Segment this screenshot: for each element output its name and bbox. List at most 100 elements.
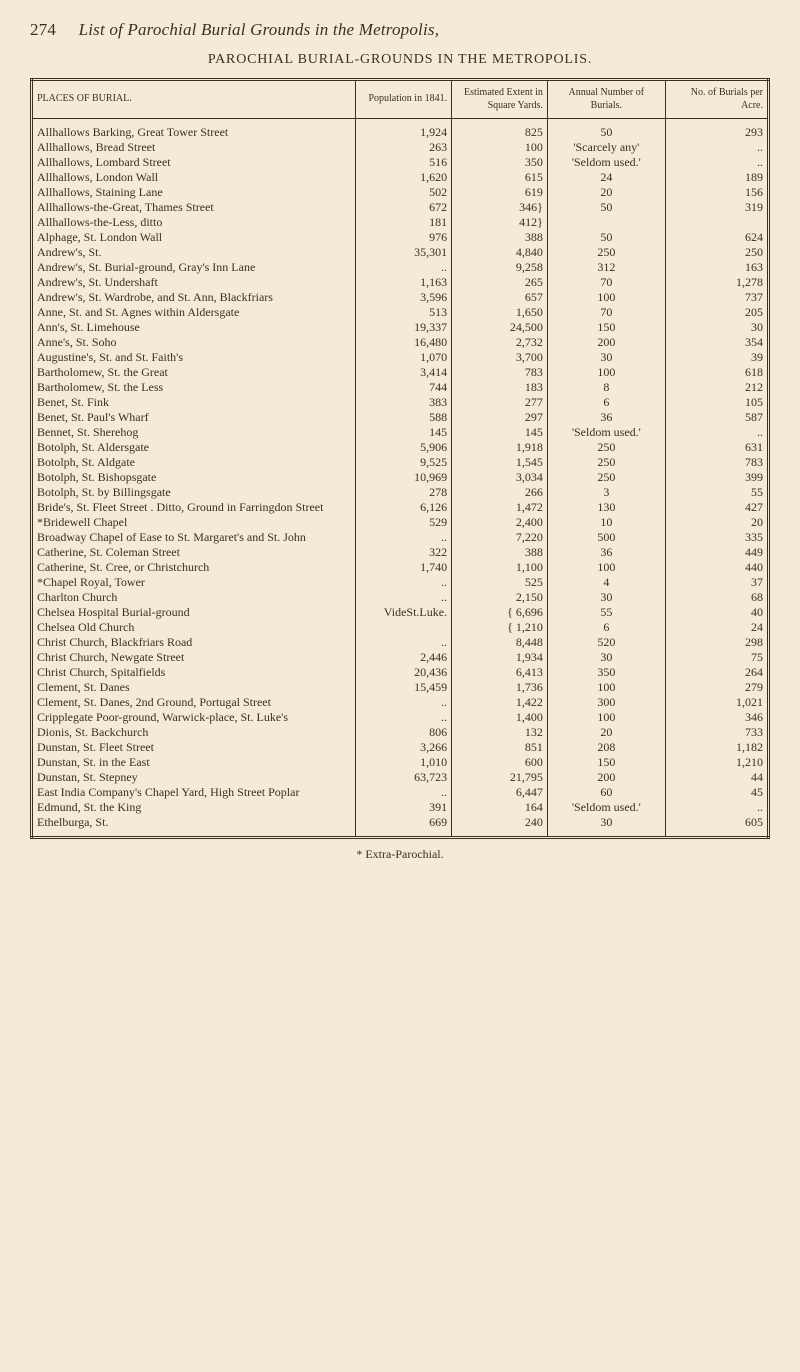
cell-peracre: 1,182 — [665, 740, 768, 755]
cell-extent: { 1,210 — [452, 620, 548, 635]
cell-place: Bennet, St. Sherehog — [32, 425, 356, 440]
cell-annual: 'Seldom used.' — [547, 800, 665, 815]
cell-peracre: 24 — [665, 620, 768, 635]
cell-place: Dunstan, St. Stepney — [32, 770, 356, 785]
cell-extent: 297 — [452, 410, 548, 425]
cell-annual: 30 — [547, 590, 665, 605]
cell-population: 3,596 — [356, 290, 452, 305]
cell-extent: 100 — [452, 140, 548, 155]
cell-place: Botolph, St. Aldersgate — [32, 440, 356, 455]
cell-annual: 36 — [547, 545, 665, 560]
cell-population: 588 — [356, 410, 452, 425]
cell-population: 15,459 — [356, 680, 452, 695]
cell-annual: 8 — [547, 380, 665, 395]
table-row: Bartholomew, St. the Great3,414783100618 — [32, 365, 769, 380]
cell-extent: 1,545 — [452, 455, 548, 470]
cell-place: Andrew's, St. Wardrobe, and St. Ann, Bla… — [32, 290, 356, 305]
cell-place: Cripplegate Poor-ground, Warwick-place, … — [32, 710, 356, 725]
table-row: Allhallows-the-Great, Thames Street67234… — [32, 200, 769, 215]
cell-peracre: 427 — [665, 500, 768, 515]
table-row: Augustine's, St. and St. Faith's1,0703,7… — [32, 350, 769, 365]
table-row: Dunstan, St. Stepney63,72321,79520044 — [32, 770, 769, 785]
cell-extent: 24,500 — [452, 320, 548, 335]
cell-population: 16,480 — [356, 335, 452, 350]
cell-annual: 150 — [547, 755, 665, 770]
cell-place: Edmund, St. the King — [32, 800, 356, 815]
cell-annual: 500 — [547, 530, 665, 545]
cell-annual: 60 — [547, 785, 665, 800]
cell-peracre: 1,278 — [665, 275, 768, 290]
cell-population: .. — [356, 590, 452, 605]
cell-place: Ethelburga, St. — [32, 815, 356, 838]
cell-annual: 'Seldom used.' — [547, 425, 665, 440]
cell-place: Andrew's, St. Burial-ground, Gray's Inn … — [32, 260, 356, 275]
cell-peracre: 68 — [665, 590, 768, 605]
cell-place: Clement, St. Danes — [32, 680, 356, 695]
cell-population: 6,126 — [356, 500, 452, 515]
cell-population: 1,740 — [356, 560, 452, 575]
cell-annual: 250 — [547, 440, 665, 455]
table-row: Allhallows-the-Less, ditto181412} — [32, 215, 769, 230]
cell-population: .. — [356, 530, 452, 545]
cell-extent: 619 — [452, 185, 548, 200]
table-row: Benet, St. Fink3832776105 — [32, 395, 769, 410]
cell-population: 278 — [356, 485, 452, 500]
cell-annual: 130 — [547, 500, 665, 515]
cell-annual: 50 — [547, 200, 665, 215]
cell-place: Bride's, St. Fleet Street . Ditto, Groun… — [32, 500, 356, 515]
cell-peracre: 37 — [665, 575, 768, 590]
cell-annual: 6 — [547, 395, 665, 410]
cell-population: .. — [356, 695, 452, 710]
cell-extent: 265 — [452, 275, 548, 290]
cell-annual: 150 — [547, 320, 665, 335]
cell-extent: { 6,696 — [452, 605, 548, 620]
table-row: Broadway Chapel of Ease to St. Margaret'… — [32, 530, 769, 545]
cell-population: 806 — [356, 725, 452, 740]
cell-extent: 164 — [452, 800, 548, 815]
cell-population: 513 — [356, 305, 452, 320]
cell-peracre: 44 — [665, 770, 768, 785]
cell-extent: 132 — [452, 725, 548, 740]
page-number: 274 — [30, 20, 56, 39]
cell-place: Allhallows-the-Less, ditto — [32, 215, 356, 230]
cell-annual: 30 — [547, 650, 665, 665]
cell-population: 1,010 — [356, 755, 452, 770]
cell-place: Anne, St. and St. Agnes within Aldersgat… — [32, 305, 356, 320]
cell-peracre: 212 — [665, 380, 768, 395]
cell-extent: 3,700 — [452, 350, 548, 365]
cell-extent: 600 — [452, 755, 548, 770]
table-row: East India Company's Chapel Yard, High S… — [32, 785, 769, 800]
running-head-text: List of Parochial Burial Grounds in the … — [79, 20, 440, 39]
cell-population: 391 — [356, 800, 452, 815]
cell-peracre: 75 — [665, 650, 768, 665]
table-header-row: PLACES OF BURIAL. Population in 1841. Es… — [32, 80, 769, 119]
cell-extent: 145 — [452, 425, 548, 440]
cell-place: Benet, St. Paul's Wharf — [32, 410, 356, 425]
cell-extent: 183 — [452, 380, 548, 395]
cell-extent: 6,447 — [452, 785, 548, 800]
cell-place: Allhallows Barking, Great Tower Street — [32, 119, 356, 141]
cell-population: 1,620 — [356, 170, 452, 185]
cell-population: 181 — [356, 215, 452, 230]
cell-extent: 525 — [452, 575, 548, 590]
cell-extent: 1,918 — [452, 440, 548, 455]
cell-population: .. — [356, 260, 452, 275]
cell-place: Andrew's, St. Undershaft — [32, 275, 356, 290]
cell-place: Botolph, St. Bishopsgate — [32, 470, 356, 485]
cell-peracre: 618 — [665, 365, 768, 380]
table-row: Catherine, St. Coleman Street32238836449 — [32, 545, 769, 560]
cell-peracre: 335 — [665, 530, 768, 545]
cell-place: Clement, St. Danes, 2nd Ground, Portugal… — [32, 695, 356, 710]
cell-annual: 100 — [547, 290, 665, 305]
cell-annual: 3 — [547, 485, 665, 500]
cell-place: Chelsea Old Church — [32, 620, 356, 635]
cell-annual: 30 — [547, 350, 665, 365]
cell-peracre: 319 — [665, 200, 768, 215]
cell-extent: 9,258 — [452, 260, 548, 275]
cell-extent: 1,472 — [452, 500, 548, 515]
table-row: Clement, St. Danes15,4591,736100279 — [32, 680, 769, 695]
table-row: Botolph, St. Bishopsgate10,9693,03425039… — [32, 470, 769, 485]
cell-annual: 10 — [547, 515, 665, 530]
col-header-population: Population in 1841. — [356, 80, 452, 119]
running-head: 274 List of Parochial Burial Grounds in … — [30, 20, 770, 40]
